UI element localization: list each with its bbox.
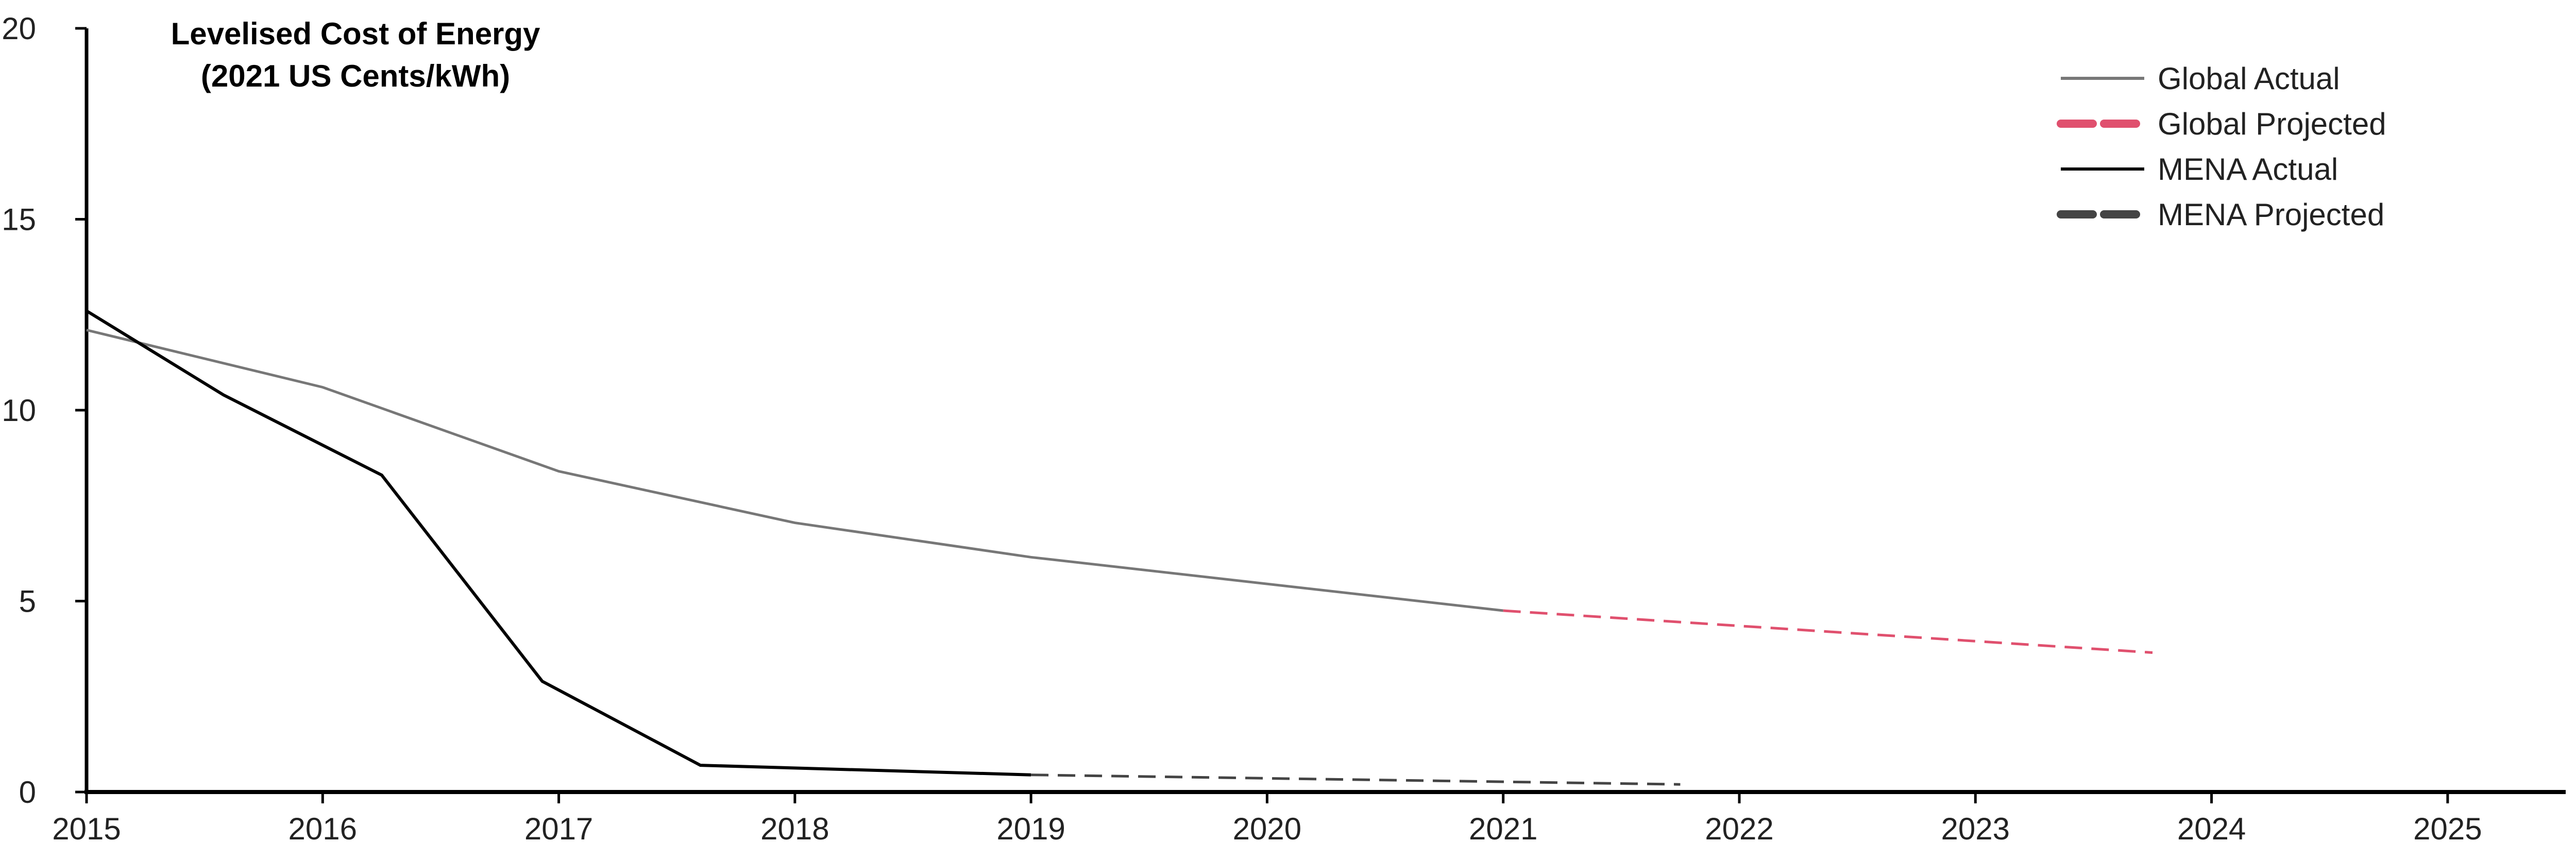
series-line-global-actual [86,328,1503,612]
x-tick-label: 2022 [1705,812,1773,846]
series-line-global-projected [1503,609,2153,654]
legend-label: Global Actual [2158,61,2340,96]
legend: Global Actual Global Projected MENA Actual… [2057,61,2386,232]
axis-ticks: 2015 2016 2017 2018 2019 2020 2021 2022 2023 2024… [2,11,2482,846]
x-tick-label: 2019 [996,812,1065,846]
x-tick-label: 2018 [760,812,829,846]
x-tick-label: 2017 [524,812,593,846]
chart-title: Levelised Cost of Energy [171,16,540,51]
x-tick-label: 2025 [2413,812,2482,846]
y-tick-label: 15 [2,203,36,237]
y-tick-label: 5 [19,584,36,619]
x-tick-label: 2016 [289,812,357,846]
axes [84,28,2566,794]
series-line-mena-actual [86,309,1031,777]
x-tick-label: 2020 [1233,812,1301,846]
x-tick-label: 2021 [1469,812,1537,846]
x-tick-label: 2024 [2177,812,2246,846]
y-tick-label: 20 [2,11,36,46]
series-line-mena-projected [1031,773,1681,786]
y-tick-label: 10 [2,393,36,428]
x-tick-label: 2015 [52,812,121,846]
legend-label: MENA Projected [2158,197,2384,232]
legend-label: Global Projected [2158,107,2386,141]
legend-label: MENA Actual [2158,152,2338,187]
series-lines [86,309,2153,786]
chart-subtitle: (2021 US Cents/kWh) [201,59,510,93]
x-tick-label: 2023 [1941,812,2010,846]
chart-title-block: Levelised Cost of Energy (2021 US Cents/… [171,16,540,93]
y-tick-label: 0 [19,775,36,810]
